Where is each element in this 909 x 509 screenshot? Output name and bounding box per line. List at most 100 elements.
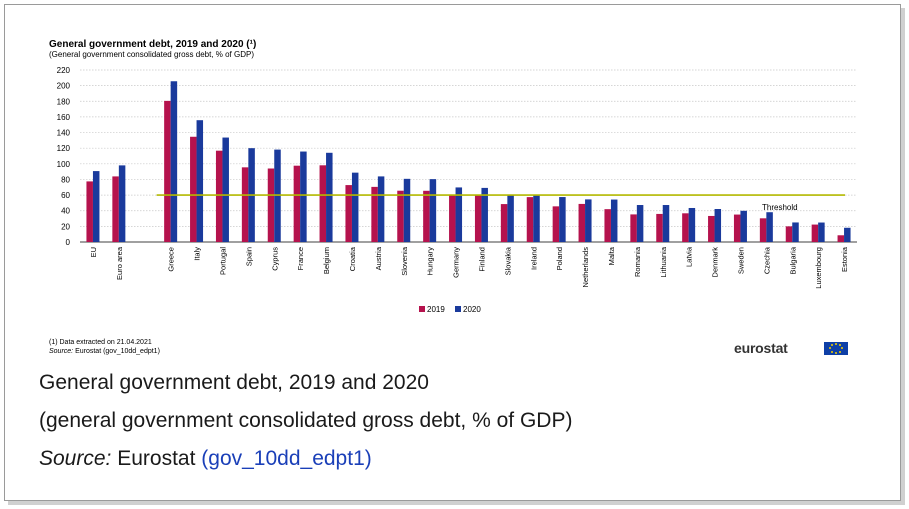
figure-frame (4, 4, 901, 501)
x-tick-label: Malta (607, 246, 616, 265)
bar-2019-belgium (319, 165, 327, 242)
bar-2020-romania (636, 205, 644, 242)
bar-2020-netherlands (585, 199, 592, 242)
bar-2019-italy (190, 136, 197, 242)
legend-label: 2020 (463, 305, 481, 314)
bar-2020-malta (610, 199, 618, 242)
y-tick-label: 40 (61, 207, 70, 216)
y-tick-label: 180 (57, 97, 71, 106)
eurostat-logo: eurostat (734, 340, 788, 356)
bar-2019-sweden (733, 214, 741, 242)
x-tick-label: Spain (244, 247, 253, 266)
threshold-label: Threshold (762, 203, 798, 212)
bar-2019-austria (371, 186, 378, 242)
caption-source-prefix: Eurostat (111, 447, 202, 470)
bar-2019-slovakia (500, 204, 508, 242)
y-tick-label: 20 (61, 222, 70, 231)
bar-2020-latvia (688, 207, 696, 242)
bar-2020-slovakia (507, 194, 514, 242)
x-tick-label: Austria (374, 246, 383, 270)
bar-2019-germany (449, 195, 456, 242)
x-tick-label: Estonia (840, 246, 849, 272)
x-tick-label: Euro area (115, 246, 124, 280)
y-tick-label: 60 (61, 191, 70, 200)
x-tick-label: Slovenia (400, 246, 409, 276)
bar-2019-latvia (682, 213, 689, 242)
x-tick-label: Belgium (322, 247, 331, 274)
bar-2019-finland (474, 195, 482, 242)
y-tick-label: 160 (57, 113, 71, 122)
bar-2020-croatia (351, 172, 359, 242)
bar-2020-greece (170, 81, 178, 242)
bar-2019-cyprus (267, 168, 275, 242)
bar-2020-eu (92, 171, 100, 242)
x-tick-label: Portugal (218, 247, 227, 275)
bar-2019-romania (630, 214, 637, 242)
bar-2020-lithuania (662, 205, 670, 242)
caption-source-label: Source: (39, 447, 112, 470)
caption-title: General government debt, 2019 and 2020 (39, 371, 429, 394)
bar-2020-czechia (766, 212, 773, 242)
x-tick-label: Hungary (426, 247, 435, 276)
bar-2020-austria (377, 176, 385, 242)
x-tick-label: Denmark (711, 247, 720, 278)
bar-2020-denmark (714, 209, 722, 242)
bar-2019-spain (241, 167, 249, 242)
bar-2019-luxembourg (811, 224, 819, 242)
legend-swatch (419, 306, 425, 312)
x-tick-label: Lithuania (659, 246, 668, 277)
x-tick-label: EU (89, 247, 98, 257)
y-tick-label: 80 (61, 175, 70, 184)
bar-2020-ireland (533, 195, 540, 242)
frame-shadow-bottom (8, 501, 905, 505)
bar-2019-euro-area (112, 176, 119, 242)
caption-subtitle: (general government consolidated gross d… (39, 409, 573, 432)
x-tick-label: Poland (555, 247, 564, 270)
legend-label: 2019 (427, 305, 445, 314)
bar-2020-estonia (844, 227, 851, 242)
x-tick-label: Luxembourg (814, 247, 823, 289)
x-tick-label: Germany (452, 247, 461, 278)
bar-2020-germany (455, 187, 463, 242)
source-value: Eurostat (gov_10dd_edpt1) (73, 348, 160, 355)
caption-source: Source: Eurostat (gov_10dd_edpt1) (39, 447, 372, 471)
source-link[interactable]: (gov_10dd_edpt1) (201, 447, 372, 470)
bar-2019-hungary (423, 190, 430, 242)
y-tick-label: 100 (57, 160, 71, 169)
chart-title: General government debt, 2019 and 2020 (… (49, 39, 257, 50)
bar-2019-eu (86, 181, 93, 242)
x-tick-label: Bulgaria (788, 246, 797, 274)
x-tick-label: Croatia (348, 246, 357, 271)
bar-2020-belgium (326, 152, 333, 242)
x-tick-label: France (296, 247, 305, 270)
bar-2019-france (293, 165, 301, 242)
x-tick-label: Romania (633, 246, 642, 277)
source-line: Source: Eurostat (gov_10dd_edpt1) (49, 347, 160, 356)
footnote-text: (1) Data extracted on 21.04.2021 (49, 339, 152, 346)
y-tick-label: 120 (57, 144, 71, 153)
bar-2019-denmark (708, 215, 715, 242)
eu-flag-icon (824, 342, 848, 355)
bar-2020-luxembourg (818, 222, 825, 242)
frame-shadow-right (901, 8, 905, 505)
x-tick-label: Sweden (736, 247, 745, 274)
x-tick-label: Ireland (529, 247, 538, 270)
bar-chart: 0 20 40 60 80 100 120 140 160 180 200 220 EU Euro are… (57, 66, 857, 314)
bar-2019-poland (552, 206, 560, 242)
bar-2019-greece (164, 100, 171, 242)
chart-footnote: (1) Data extracted on 21.04.2021 Source:… (49, 338, 160, 356)
bar-2019-czechia (759, 218, 767, 242)
bar-2019-lithuania (656, 213, 663, 242)
bar-2019-croatia (345, 185, 352, 242)
x-tick-label: Italy (193, 247, 202, 261)
bar-2020-hungary (429, 179, 437, 242)
bar-2019-slovenia (397, 190, 404, 242)
x-tick-label: Czechia (762, 246, 771, 274)
y-tick-label: 220 (57, 66, 71, 75)
bar-2020-sweden (740, 210, 747, 242)
bar-2020-finland (481, 187, 488, 242)
bar-2019-estonia (837, 235, 845, 242)
bar-2019-malta (604, 209, 611, 242)
chart-subtitle: (General government consolidated gross d… (49, 50, 254, 59)
x-tick-label: Finland (477, 247, 486, 272)
